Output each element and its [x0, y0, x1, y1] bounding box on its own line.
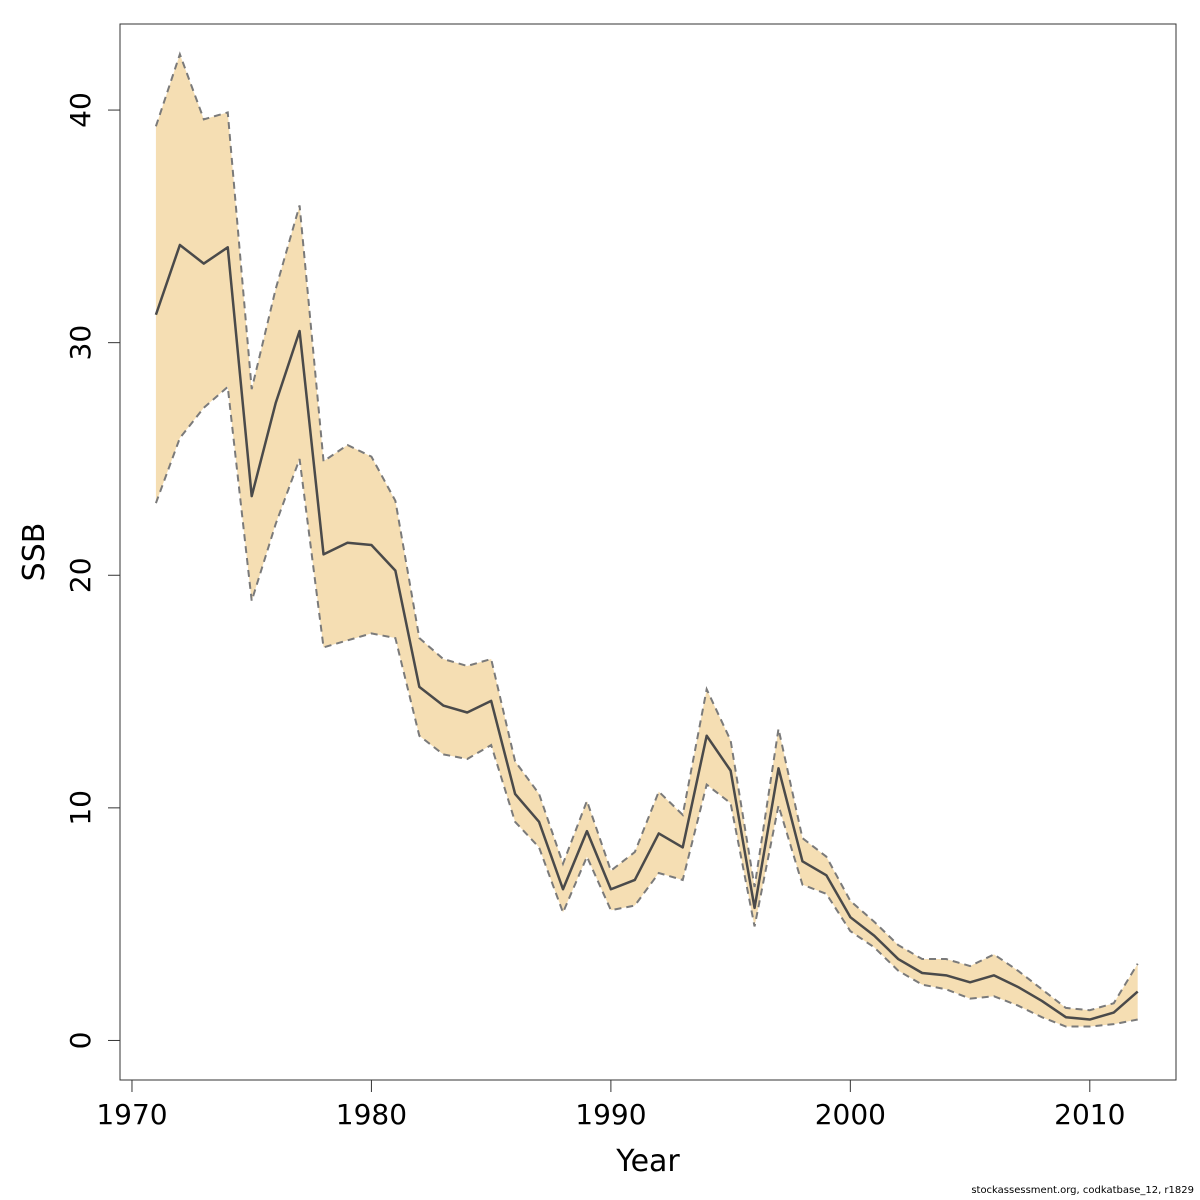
data-point-2001 — [872, 934, 876, 938]
ssb-line-group — [154, 243, 1140, 1022]
data-point-1993 — [681, 845, 685, 849]
data-point-2012 — [1136, 990, 1140, 994]
data-point-1978 — [322, 552, 326, 556]
data-point-2009 — [1064, 1015, 1068, 1019]
data-point-1974 — [226, 245, 230, 249]
confidence-band-group — [154, 51, 1139, 1028]
data-point-1982 — [417, 685, 421, 689]
y-tick-label: 40 — [64, 92, 97, 128]
data-point-2006 — [992, 973, 996, 977]
data-point-1980 — [369, 543, 373, 547]
data-point-1981 — [393, 569, 397, 573]
data-point-2004 — [944, 973, 948, 977]
data-point-1987 — [537, 820, 541, 824]
y-tick-label: 0 — [64, 1032, 97, 1050]
data-point-1983 — [441, 704, 445, 708]
data-point-1976 — [274, 401, 278, 405]
data-point-1973 — [202, 262, 206, 266]
data-point-1998 — [800, 859, 804, 863]
upper-bound-line — [154, 51, 1139, 1012]
data-point-2000 — [848, 915, 852, 919]
data-point-1995 — [729, 769, 733, 773]
data-point-1985 — [489, 699, 493, 703]
data-point-1986 — [513, 792, 517, 796]
data-point-2008 — [1040, 999, 1044, 1003]
data-point-1979 — [345, 541, 349, 545]
x-tick-label: 1990 — [575, 1098, 646, 1131]
data-point-1989 — [585, 829, 589, 833]
data-point-1977 — [298, 329, 302, 333]
x-axis-title: Year — [615, 1144, 680, 1179]
data-point-2010 — [1088, 1018, 1092, 1022]
data-point-1994 — [705, 734, 709, 738]
x-tick-label: 1980 — [336, 1098, 407, 1131]
data-point-1997 — [777, 766, 781, 770]
data-point-2003 — [920, 971, 924, 975]
data-point-2011 — [1112, 1011, 1116, 1015]
data-point-2002 — [896, 957, 900, 961]
x-axis: 1970 1980 1990 2000 2010 — [96, 1079, 1125, 1131]
ssb-line — [154, 243, 1139, 1021]
data-point-1996 — [753, 906, 757, 910]
lower-bound-line — [154, 384, 1138, 1028]
data-point-1988 — [561, 887, 565, 891]
data-point-1990 — [609, 887, 613, 891]
data-point-2005 — [968, 980, 972, 984]
data-point-1992 — [657, 831, 661, 835]
data-point-1971 — [154, 313, 158, 317]
x-tick-label: 2010 — [1054, 1098, 1125, 1131]
confidence-band — [155, 54, 1138, 1027]
data-point-2007 — [1016, 985, 1020, 989]
data-point-1991 — [633, 878, 637, 882]
y-tick-label: 20 — [64, 557, 97, 593]
data-point-1984 — [465, 710, 469, 714]
y-axis-title: SSB — [17, 523, 52, 582]
plot-frame — [119, 23, 1177, 1081]
data-point-1972 — [178, 243, 182, 247]
data-point-1975 — [250, 494, 254, 498]
y-tick-label: 30 — [64, 325, 97, 361]
data-point-1999 — [824, 873, 828, 877]
footer-note: stockassessment.org, codkatbase_12, r182… — [971, 1185, 1194, 1196]
y-axis: 0 10 20 30 40 — [64, 92, 121, 1050]
x-tick-label: 1970 — [96, 1098, 167, 1131]
x-tick-label: 2000 — [815, 1098, 886, 1131]
y-tick-label: 10 — [64, 790, 97, 826]
